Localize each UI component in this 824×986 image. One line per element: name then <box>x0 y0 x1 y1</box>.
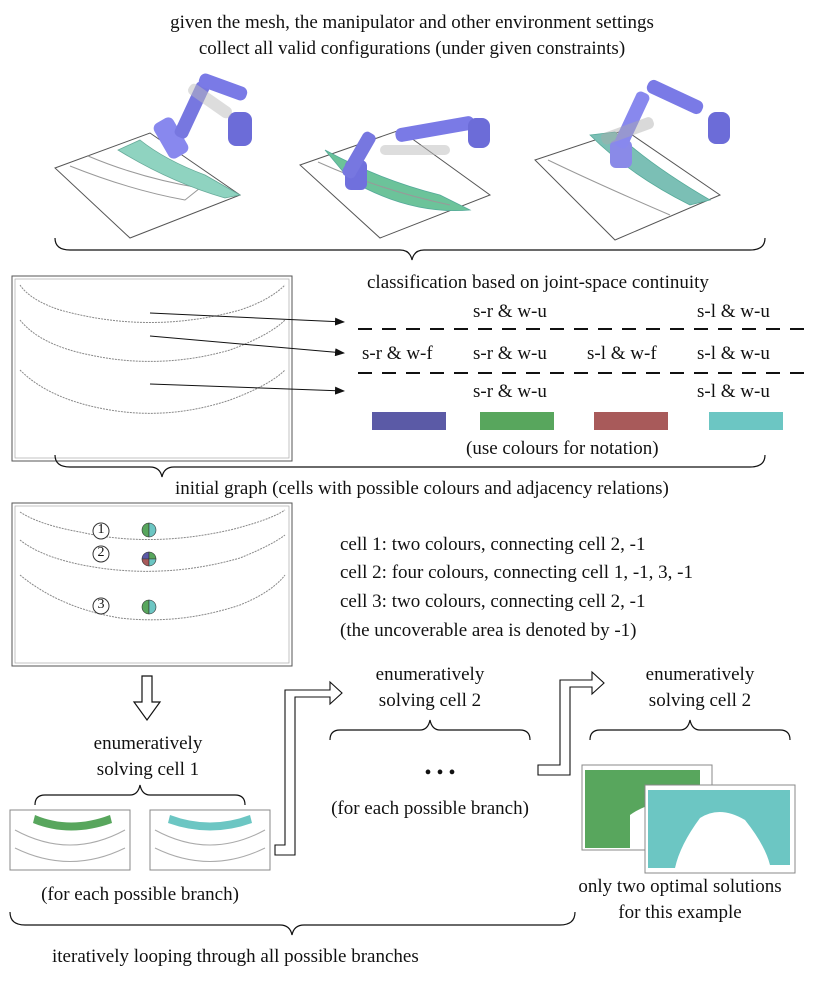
class-row2-d: s-l & w-u <box>697 343 770 364</box>
down-arrow-icon <box>132 675 162 722</box>
cell-desc-1: cell 1: two colours, connecting cell 2, … <box>340 534 646 555</box>
swatch-cyan <box>709 412 783 430</box>
swatch-blue <box>372 412 446 430</box>
elbow-arrow-2 <box>537 670 605 776</box>
step3-line2: solving cell 2 <box>648 690 752 711</box>
class-row1-a: s-r & w-u <box>473 301 547 322</box>
optimal-solution-cyan <box>644 784 796 874</box>
branch-left: (for each possible branch) <box>41 884 239 905</box>
cell-label-1: 1 <box>97 522 105 537</box>
graph-caption: initial graph (cells with possible colou… <box>175 478 669 499</box>
mesh-panel-graph <box>11 502 293 667</box>
optimal-line1: only two optimal solutions <box>578 876 782 897</box>
cell-label-2: 2 <box>97 545 105 560</box>
robot-render-2 <box>299 116 492 239</box>
brace-cell1 <box>34 784 246 806</box>
branch-thumb-green <box>9 809 131 871</box>
colour-note: (use colours for notation) <box>466 438 659 459</box>
class-row3-b: s-l & w-u <box>697 381 770 402</box>
robot-render-3 <box>534 79 730 241</box>
classification-title: classification based on joint-space cont… <box>367 272 709 293</box>
cell-label-3: 3 <box>97 597 105 612</box>
brace-cell2 <box>329 719 531 741</box>
swatch-red <box>594 412 668 430</box>
brace-bottom <box>9 911 576 936</box>
ellipsis: • • • <box>424 762 456 784</box>
mesh-panel-classification <box>11 275 293 462</box>
branch-thumb-cyan <box>149 809 271 871</box>
footer-caption: iteratively looping through all possible… <box>52 946 419 967</box>
step2-line1: enumeratively <box>375 664 485 685</box>
branch-middle: (for each possible branch) <box>331 798 529 819</box>
robot-render-1 <box>54 73 252 239</box>
header-line2: collect all valid configurations (under … <box>198 38 626 59</box>
brace-top <box>54 237 766 261</box>
uncoverable-note: (the uncoverable area is denoted by -1) <box>340 620 637 641</box>
optimal-line2: for this example <box>618 902 742 923</box>
brace-middle <box>54 454 766 478</box>
cell-desc-2: cell 2: four colours, connecting cell 1,… <box>340 562 693 583</box>
brace-cell2-right <box>589 719 791 741</box>
step3-line1: enumeratively <box>645 664 755 685</box>
step1-line2: solving cell 1 <box>96 759 200 780</box>
header-line1: given the mesh, the manipulator and othe… <box>170 12 654 33</box>
step2-line2: solving cell 2 <box>378 690 482 711</box>
class-row2-b: s-r & w-u <box>473 343 547 364</box>
elbow-arrow-1 <box>274 680 343 856</box>
class-row3-a: s-r & w-u <box>473 381 547 402</box>
class-row1-b: s-l & w-u <box>697 301 770 322</box>
class-row2-c: s-l & w-f <box>587 343 657 364</box>
class-row2-a: s-r & w-f <box>362 343 433 364</box>
swatch-green <box>480 412 554 430</box>
cell-desc-3: cell 3: two colours, connecting cell 2, … <box>340 591 646 612</box>
step1-line1: enumeratively <box>93 733 203 754</box>
